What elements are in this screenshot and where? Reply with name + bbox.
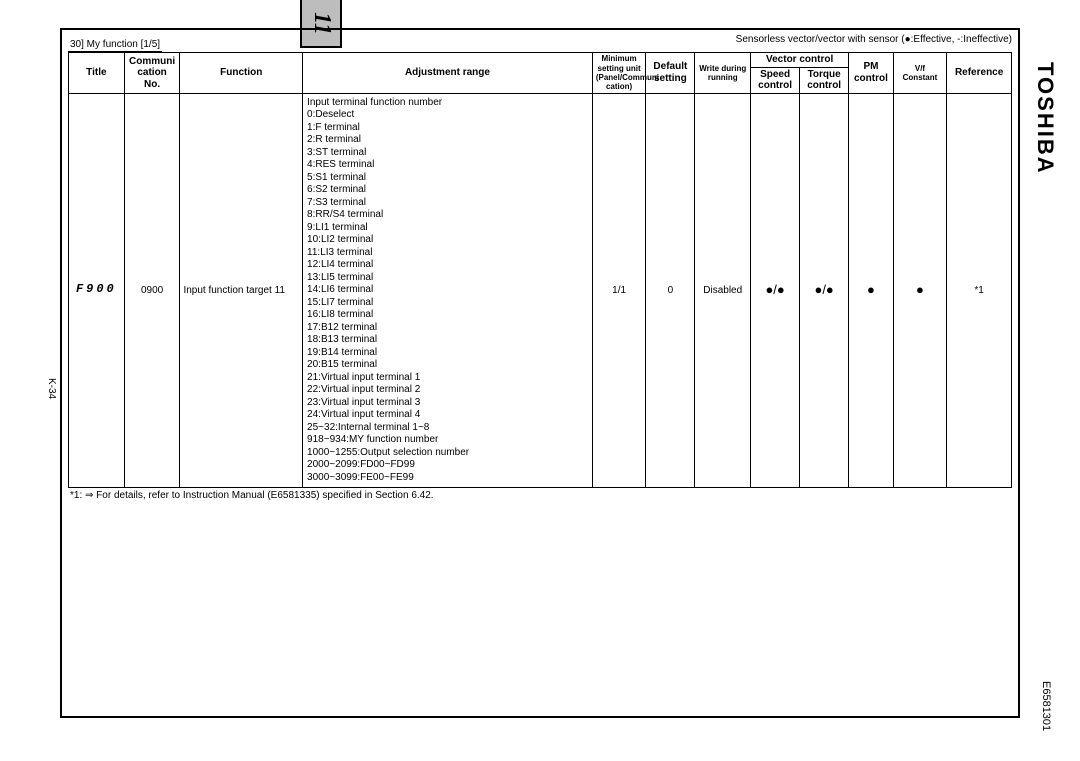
cell-default: 0 <box>646 93 695 488</box>
legend-text: Sensorless vector/vector with sensor (●:… <box>736 34 1012 45</box>
section-label: 30] My function [1/5] <box>68 39 162 52</box>
th-title: Title <box>69 53 125 94</box>
th-min-unit: Minimum setting unit (Panel/Communi cati… <box>592 53 646 94</box>
page: 11 TOSHIBA E6581301 K-34 30] My function… <box>0 0 1080 761</box>
cell-adjustment: Input terminal function number0:Deselect… <box>303 93 593 488</box>
brand-logo: TOSHIBA <box>1032 62 1058 175</box>
th-vector: Vector control <box>751 53 849 68</box>
cell-vf: ● <box>893 93 947 488</box>
th-pm: PM control <box>849 53 894 94</box>
page-number: K-34 <box>46 378 57 399</box>
cell-write: Disabled <box>695 93 751 488</box>
table-head: Title Communi cation No. Function Adjust… <box>69 53 1012 94</box>
th-comm: Communi cation No. <box>124 53 180 94</box>
th-adjustment: Adjustment range <box>303 53 593 94</box>
footnote: *1: ⇒ For details, refer to Instruction … <box>68 488 1012 501</box>
cell-speed: ●/● <box>751 93 800 488</box>
cell-torque: ●/● <box>800 93 849 488</box>
document-id: E6581301 <box>1040 681 1052 731</box>
th-write: Write during running <box>695 53 751 94</box>
th-function: Function <box>180 53 303 94</box>
th-reference: Reference <box>947 53 1012 94</box>
th-default: Default setting <box>646 53 695 94</box>
table-row: F900 0900 Input function target 11 Input… <box>69 93 1012 488</box>
table-body: F900 0900 Input function target 11 Input… <box>69 93 1012 488</box>
cell-min-unit: 1/1 <box>592 93 646 488</box>
parameter-table: Title Communi cation No. Function Adjust… <box>68 52 1012 488</box>
content-frame: 30] My function [1/5] Sensorless vector/… <box>60 28 1020 718</box>
cell-pm: ● <box>849 93 894 488</box>
th-torque: Torque control <box>800 67 849 93</box>
th-vf: V/f Constant <box>893 53 947 94</box>
header-row-1: Title Communi cation No. Function Adjust… <box>69 53 1012 68</box>
th-speed: Speed control <box>751 67 800 93</box>
cell-title: F900 <box>69 93 125 488</box>
cell-reference: *1 <box>947 93 1012 488</box>
cell-comm-no: 0900 <box>124 93 180 488</box>
cell-function: Input function target 11 <box>180 93 303 488</box>
